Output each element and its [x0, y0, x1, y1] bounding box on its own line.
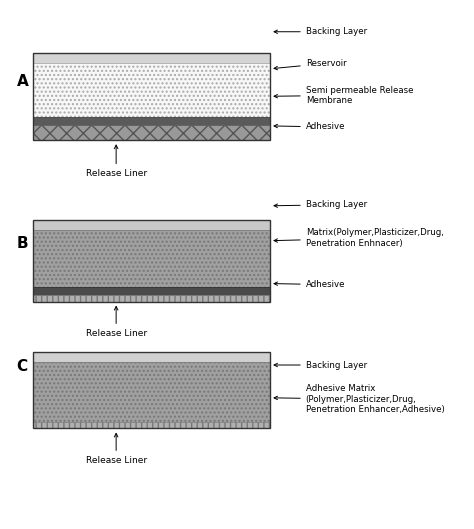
- Text: Backing Layer: Backing Layer: [274, 200, 367, 209]
- Text: Backing Layer: Backing Layer: [274, 27, 367, 37]
- Bar: [33, 62, 270, 117]
- Bar: [33, 220, 270, 230]
- Text: Adhesive: Adhesive: [274, 122, 345, 132]
- Text: Adhesive Matrix
(Polymer,Plasticizer,Drug,
Penetration Enhancer,Adhesive): Adhesive Matrix (Polymer,Plasticizer,Dru…: [274, 385, 445, 414]
- Bar: [33, 230, 270, 287]
- Text: Backing Layer: Backing Layer: [274, 360, 367, 370]
- Text: Reservoir: Reservoir: [274, 59, 346, 70]
- Text: Semi permeable Release
Membrane: Semi permeable Release Membrane: [274, 86, 413, 105]
- Bar: [33, 125, 270, 140]
- Bar: [33, 422, 270, 428]
- Bar: [33, 295, 270, 302]
- Text: C: C: [17, 359, 27, 373]
- Bar: [33, 220, 270, 302]
- Text: Adhesive: Adhesive: [274, 280, 345, 289]
- Text: B: B: [17, 236, 28, 251]
- Bar: [33, 287, 270, 295]
- Bar: [33, 352, 270, 428]
- Text: Matrix(Polymer,Plasticizer,Drug,
Penetration Enhnacer): Matrix(Polymer,Plasticizer,Drug, Penetra…: [274, 229, 444, 248]
- Bar: [33, 53, 270, 62]
- Text: Release Liner: Release Liner: [86, 145, 146, 178]
- Bar: [33, 362, 270, 422]
- Text: Release Liner: Release Liner: [86, 306, 146, 338]
- Text: A: A: [17, 75, 28, 89]
- Bar: [33, 117, 270, 125]
- Bar: [33, 352, 270, 362]
- Bar: [33, 53, 270, 140]
- Text: Release Liner: Release Liner: [86, 433, 146, 465]
